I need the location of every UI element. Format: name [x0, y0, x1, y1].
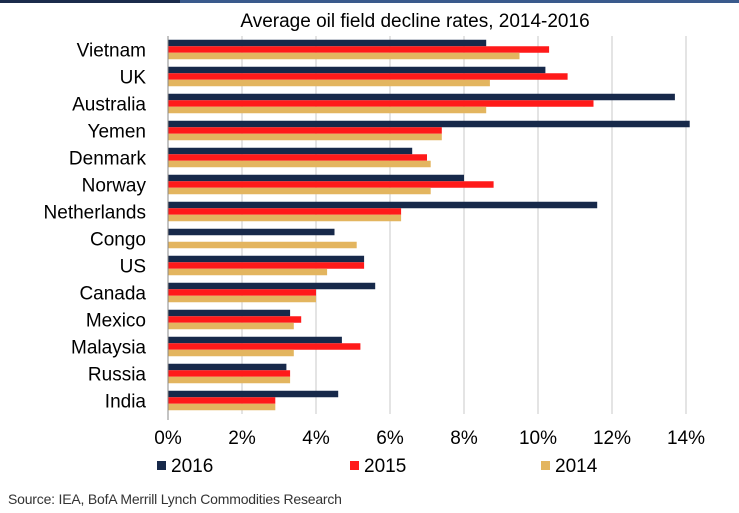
bar-2014-malaysia: [168, 349, 294, 357]
source-note: Source: IEA, BofA Merrill Lynch Commodit…: [8, 491, 342, 507]
category-label: Australia: [72, 95, 146, 116]
category-label: Malaysia: [71, 338, 146, 359]
bar-2016-netherlands: [168, 201, 598, 209]
legend: 2016 2015 2014: [157, 456, 598, 477]
bar-2016-yemen: [168, 120, 690, 128]
x-tick-label: 8%: [450, 428, 478, 449]
bar-2014-canada: [168, 295, 316, 303]
category-label: Congo: [90, 230, 146, 251]
bar-2016-malaysia: [168, 336, 342, 344]
category-label: Canada: [79, 284, 146, 305]
bar-2016-vietnam: [168, 39, 487, 47]
bar-2016-india: [168, 390, 339, 398]
bar-2015-norway: [168, 181, 494, 188]
bar-2015-us: [168, 262, 365, 269]
chart: Average oil field decline rates, 2014-20…: [44, 11, 706, 477]
bar-2016-mexico: [168, 309, 291, 317]
bar-2014-us: [168, 268, 328, 276]
legend-swatch-2016: [157, 461, 166, 470]
bar-2015-denmark: [168, 154, 427, 161]
bar-group: [168, 39, 690, 411]
category-label: Denmark: [69, 149, 147, 170]
chart-title: Average oil field decline rates, 2014-20…: [240, 11, 589, 32]
header-rule: [0, 0, 739, 3]
bar-2016-russia: [168, 363, 287, 371]
bar-2014-yemen: [168, 133, 442, 141]
bar-2015-russia: [168, 370, 291, 377]
bar-2014-denmark: [168, 160, 431, 168]
legend-label-2014: 2014: [555, 456, 598, 477]
bar-2015-malaysia: [168, 343, 361, 350]
bar-2015-canada: [168, 289, 316, 296]
bar-2015-netherlands: [168, 208, 402, 215]
bar-2015-uk: [168, 73, 568, 80]
x-tick-label: 14%: [667, 428, 705, 449]
legend-label-2015: 2015: [364, 456, 406, 477]
bar-2015-yemen: [168, 127, 442, 134]
bar-2015-mexico: [168, 316, 302, 323]
bar-2014-russia: [168, 376, 291, 384]
bar-2014-norway: [168, 187, 431, 195]
bar-2014-netherlands: [168, 214, 402, 222]
x-tick-label: 6%: [376, 428, 404, 449]
bar-2015-vietnam: [168, 46, 550, 53]
category-label: US: [120, 257, 146, 278]
category-label: Mexico: [86, 311, 146, 332]
category-label: UK: [120, 68, 147, 89]
bar-2014-vietnam: [168, 52, 520, 60]
legend-label-2016: 2016: [171, 456, 213, 477]
bar-2014-mexico: [168, 322, 294, 330]
bar-2014-australia: [168, 106, 487, 114]
bar-2016-uk: [168, 66, 546, 74]
bar-2015-australia: [168, 100, 594, 107]
x-tick-label: 10%: [519, 428, 557, 449]
x-tick-labels: 0% 2% 4% 6% 8% 10% 12% 14%: [154, 428, 705, 449]
bar-2015-india: [168, 397, 276, 404]
category-label: India: [105, 392, 147, 413]
x-tick-label: 4%: [302, 428, 330, 449]
bar-2016-norway: [168, 174, 464, 182]
category-label: Netherlands: [44, 203, 146, 224]
category-label: Vietnam: [77, 41, 146, 62]
bar-2016-denmark: [168, 147, 413, 155]
category-labels: Vietnam UK Australia Yemen Denmark Norway Neth…: [44, 41, 147, 413]
bar-2016-canada: [168, 282, 376, 290]
bar-2014-congo: [168, 241, 357, 249]
legend-swatch-2015: [350, 461, 359, 470]
x-tick-label: 2%: [228, 428, 256, 449]
grid-lines: [241, 36, 687, 414]
bar-2014-india: [168, 403, 276, 411]
bar-2016-congo: [168, 228, 335, 236]
category-label: Norway: [82, 176, 147, 197]
x-tick-label: 12%: [593, 428, 631, 449]
bar-2014-uk: [168, 79, 490, 87]
category-label: Yemen: [88, 122, 146, 143]
category-label: Russia: [88, 365, 147, 386]
bar-2016-australia: [168, 93, 675, 101]
bar-2016-us: [168, 255, 365, 263]
x-tick-label: 0%: [154, 428, 182, 449]
legend-swatch-2014: [541, 461, 550, 470]
header-rule-accent: [0, 0, 180, 3]
